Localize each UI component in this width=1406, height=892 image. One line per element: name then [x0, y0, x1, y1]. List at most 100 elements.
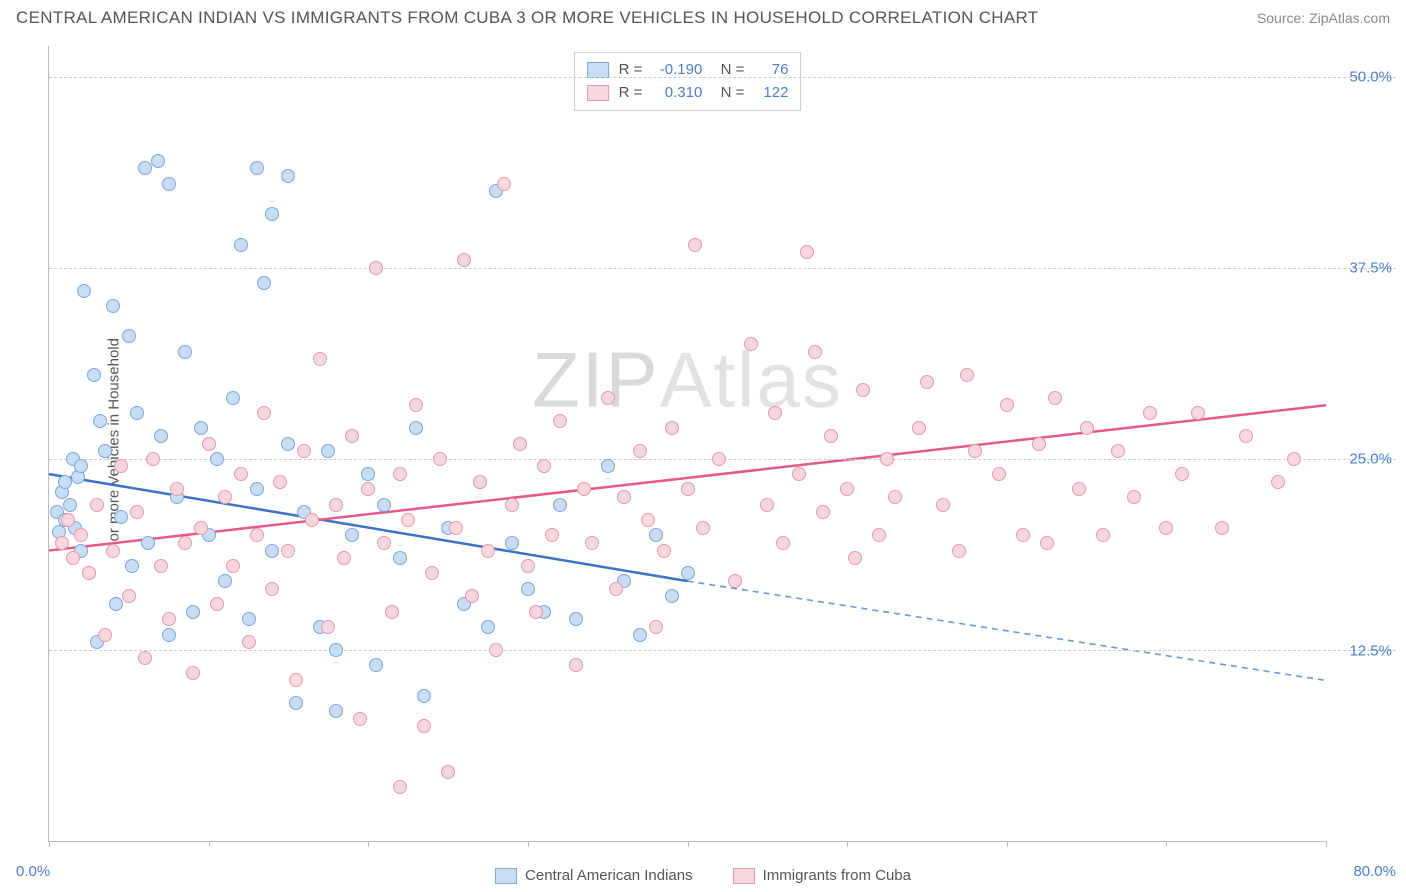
scatter-point — [61, 513, 75, 527]
scatter-point — [681, 566, 695, 580]
scatter-point — [1040, 536, 1054, 550]
scatter-point — [609, 582, 623, 596]
stat-r-value: 0.310 — [652, 82, 702, 105]
scatter-point — [577, 482, 591, 496]
scatter-point — [1016, 528, 1030, 542]
scatter-point — [87, 368, 101, 382]
legend-item: Central American Indians — [495, 867, 693, 884]
gridline — [49, 77, 1396, 78]
scatter-point — [202, 437, 216, 451]
scatter-point — [114, 510, 128, 524]
legend-swatch — [587, 85, 609, 101]
scatter-point — [912, 421, 926, 435]
scatter-point — [992, 467, 1006, 481]
scatter-point — [281, 544, 295, 558]
scatter-point — [521, 582, 535, 596]
scatter-point — [936, 498, 950, 512]
x-tick — [688, 841, 689, 847]
legend-swatch — [495, 868, 517, 884]
scatter-point — [289, 696, 303, 710]
scatter-point — [712, 452, 726, 466]
scatter-point — [82, 566, 96, 580]
scatter-point — [289, 673, 303, 687]
stats-legend: R =-0.190 N =76R =0.310 N =122 — [574, 52, 802, 111]
scatter-point — [242, 635, 256, 649]
scatter-point — [257, 276, 271, 290]
scatter-point — [808, 345, 822, 359]
scatter-point — [265, 582, 279, 596]
scatter-point — [226, 559, 240, 573]
scatter-point — [345, 528, 359, 542]
scatter-point — [77, 284, 91, 298]
scatter-point — [273, 475, 287, 489]
scatter-point — [122, 589, 136, 603]
scatter-point — [138, 651, 152, 665]
scatter-point — [210, 452, 224, 466]
stat-r-label: R = — [619, 59, 643, 82]
scatter-point — [417, 719, 431, 733]
scatter-point — [234, 467, 248, 481]
scatter-point — [545, 528, 559, 542]
scatter-point — [125, 559, 139, 573]
scatter-point — [1239, 429, 1253, 443]
scatter-point — [186, 666, 200, 680]
scatter-point — [481, 620, 495, 634]
scatter-point — [109, 597, 123, 611]
scatter-point — [265, 544, 279, 558]
scatter-point — [337, 551, 351, 565]
scatter-point — [194, 521, 208, 535]
scatter-point — [281, 169, 295, 183]
scatter-point — [63, 498, 77, 512]
watermark: ZIPAtlas — [532, 334, 843, 425]
scatter-point — [688, 238, 702, 252]
scatter-point — [1127, 490, 1141, 504]
scatter-point — [513, 437, 527, 451]
scatter-point — [401, 513, 415, 527]
scatter-point — [361, 467, 375, 481]
x-tick — [209, 841, 210, 847]
scatter-point — [90, 498, 104, 512]
scatter-point — [194, 421, 208, 435]
scatter-point — [154, 559, 168, 573]
scatter-point — [529, 605, 543, 619]
chart-header: CENTRAL AMERICAN INDIAN VS IMMIGRANTS FR… — [0, 0, 1406, 32]
scatter-point — [768, 406, 782, 420]
scatter-point — [66, 551, 80, 565]
scatter-point — [665, 421, 679, 435]
legend-label: Immigrants from Cuba — [763, 867, 911, 884]
scatter-point — [114, 459, 128, 473]
scatter-point — [297, 444, 311, 458]
gridline — [49, 268, 1396, 269]
x-tick — [528, 841, 529, 847]
scatter-point — [106, 299, 120, 313]
plot-area: ZIPAtlas R =-0.190 N =76R =0.310 N =122 — [48, 46, 1326, 842]
scatter-point — [489, 643, 503, 657]
scatter-point — [1096, 528, 1110, 542]
scatter-point — [377, 498, 391, 512]
scatter-point — [1215, 521, 1229, 535]
scatter-point — [569, 658, 583, 672]
scatter-point — [457, 253, 471, 267]
scatter-point — [585, 536, 599, 550]
scatter-point — [553, 498, 567, 512]
watermark-bold: ZIP — [532, 335, 659, 423]
scatter-point — [792, 467, 806, 481]
scatter-point — [633, 628, 647, 642]
scatter-point — [74, 459, 88, 473]
scatter-point — [257, 406, 271, 420]
scatter-point — [1191, 406, 1205, 420]
legend-item: Immigrants from Cuba — [733, 867, 911, 884]
scatter-point — [1271, 475, 1285, 489]
scatter-point — [393, 551, 407, 565]
scatter-point — [1287, 452, 1301, 466]
scatter-point — [856, 383, 870, 397]
scatter-point — [377, 536, 391, 550]
scatter-point — [106, 544, 120, 558]
scatter-point — [178, 536, 192, 550]
scatter-point — [146, 452, 160, 466]
scatter-point — [641, 513, 655, 527]
scatter-point — [824, 429, 838, 443]
scatter-point — [1111, 444, 1125, 458]
scatter-point — [55, 536, 69, 550]
scatter-point — [744, 337, 758, 351]
